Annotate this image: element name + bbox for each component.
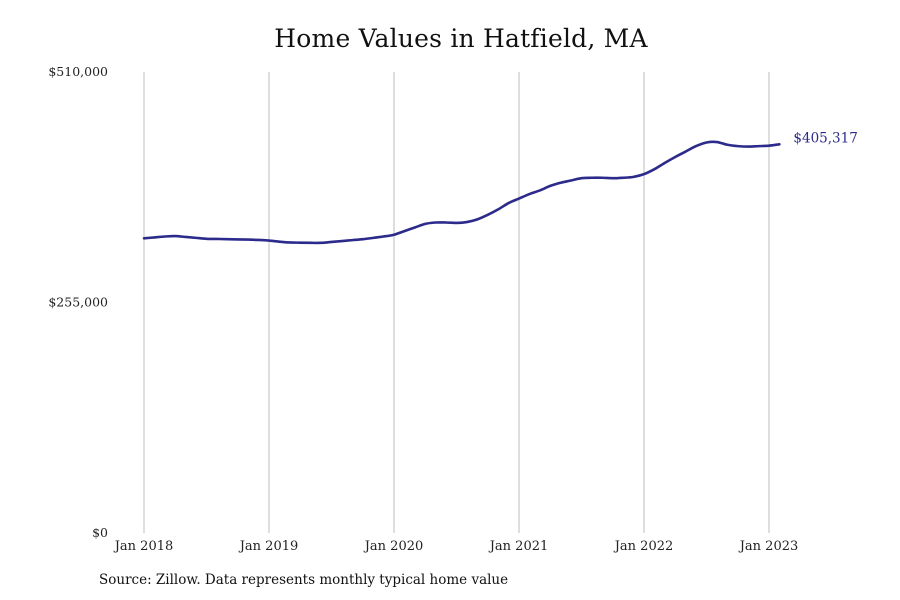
x-tick-label: Jan 2019 [238,539,299,554]
x-axis-ticks: Jan 2018 Jan 2019 Jan 2020 Jan 2021 Jan 2022… [113,539,799,554]
x-tick-label: Jan 2022 [613,539,674,554]
series-line [142,140,781,245]
x-tick-label: Jan 2018 [113,539,174,554]
y-tick-label: $510,000 [48,64,108,79]
y-axis-ticks: $0 $255,000 $510,000 [48,64,108,540]
x-tick-label: Jan 2023 [738,539,799,554]
gridlines [143,72,770,533]
chart-title: Home Values in Hatfield, MA [274,24,648,53]
series-layer: $405,317 [142,130,858,245]
y-tick-label: $255,000 [48,295,108,310]
source-note: Source: Zillow. Data represents monthly … [99,572,509,588]
y-tick-label: $0 [92,525,108,540]
x-tick-label: Jan 2021 [488,539,549,554]
series-end-value-label: $405,317 [793,130,857,146]
x-tick-label: Jan 2020 [363,539,424,554]
